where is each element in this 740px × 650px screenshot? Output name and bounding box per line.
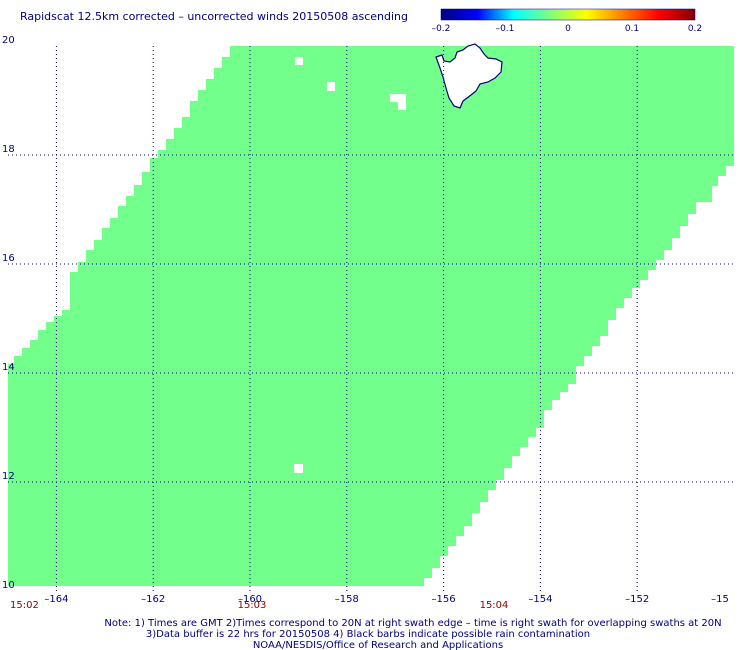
hawaii-big-island — [435, 43, 503, 109]
swath-time-labels: 15:02 15:03 15:04 — [10, 600, 508, 611]
lat-tick-label: 18 — [2, 144, 15, 155]
lon-tick-label: –160 — [238, 594, 262, 605]
time-label: 15:04 — [480, 600, 509, 611]
colorbar-label-pos: 0.1 — [625, 24, 639, 34]
colorbar-label-zero: 0 — [565, 24, 571, 34]
longitude-labels: –164 –162 –160 –158 –156 –154 –152 –15 — [44, 594, 729, 605]
lon-tick-label: –154 — [528, 594, 552, 605]
colorbar-scale — [440, 8, 696, 21]
lat-tick-label: 20 — [2, 35, 15, 46]
lon-tick-label: –156 — [432, 594, 456, 605]
time-label: 15:03 — [238, 600, 267, 611]
time-label: 15:02 — [10, 600, 39, 611]
lat-lon-gridlines — [8, 46, 734, 591]
lon-tick-label: –164 — [44, 594, 68, 605]
footnotes: Note: 1) Times are GMT 2)Times correspon… — [104, 618, 721, 650]
note-line-1: Note: 1) Times are GMT 2)Times correspon… — [104, 618, 721, 629]
colorbar-label-min: –0.2 — [432, 24, 451, 34]
colorbar: –0.2 –0.1 0 0.1 0.2 — [432, 8, 702, 34]
colorbar-label-max: 0.2 — [688, 24, 702, 34]
map-title: Rapidscat 12.5km corrected – uncorrected… — [20, 10, 408, 23]
note-line-2: 3)Data buffer is 22 hrs for 20150508 4) … — [146, 629, 590, 640]
colorbar-label-neg: –0.1 — [496, 24, 515, 34]
lon-tick-label: –158 — [335, 594, 359, 605]
lon-tick-label: –152 — [625, 594, 649, 605]
lon-tick-label: –162 — [141, 594, 165, 605]
swath-gaps — [294, 57, 406, 473]
wind-swath — [8, 46, 734, 586]
map-plot: –164 –162 –160 –158 –156 –154 –152 –15 10 12 14 16… — [2, 35, 734, 611]
lat-tick-label: 16 — [2, 253, 15, 264]
lon-tick-label: –15 — [711, 594, 729, 605]
lat-tick-label: 10 — [2, 580, 15, 591]
lat-tick-label: 12 — [2, 471, 15, 482]
lat-tick-label: 14 — [2, 362, 15, 373]
latitude-labels: 10 12 14 16 18 20 — [2, 35, 15, 591]
note-line-3: NOAA/NESDIS/Office of Research and Appli… — [253, 640, 503, 650]
